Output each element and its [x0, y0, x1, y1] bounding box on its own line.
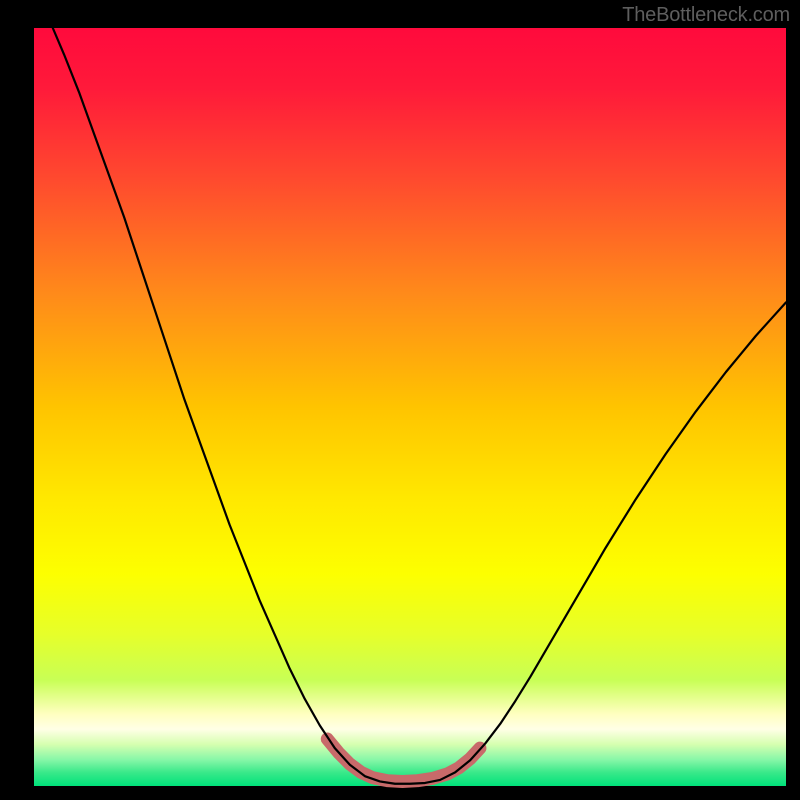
- watermark-text: TheBottleneck.com: [622, 4, 790, 27]
- bottleneck-curve-chart: [0, 0, 800, 800]
- chart-canvas: TheBottleneck.com: [0, 0, 800, 800]
- gradient-background: [34, 28, 786, 786]
- plot-area: [0, 0, 800, 800]
